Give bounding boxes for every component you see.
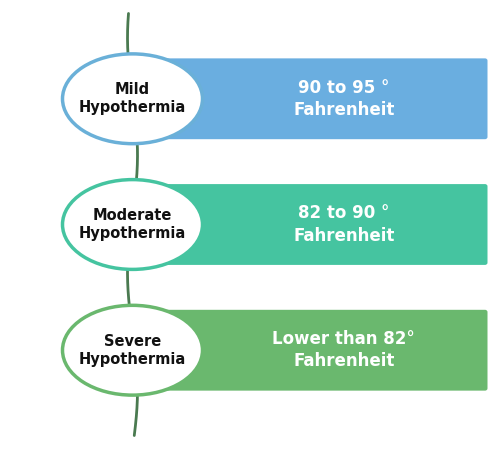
FancyBboxPatch shape bbox=[128, 310, 488, 391]
Text: Severe
Hypothermia: Severe Hypothermia bbox=[79, 334, 186, 367]
Text: Moderate
Hypothermia: Moderate Hypothermia bbox=[79, 208, 186, 241]
Ellipse shape bbox=[62, 180, 202, 269]
Text: Mild
Hypothermia: Mild Hypothermia bbox=[79, 82, 186, 115]
Text: Lower than 82°
Fahrenheit: Lower than 82° Fahrenheit bbox=[272, 330, 415, 370]
Ellipse shape bbox=[62, 305, 202, 395]
Text: 90 to 95 °
Fahrenheit: 90 to 95 ° Fahrenheit bbox=[293, 79, 394, 119]
FancyBboxPatch shape bbox=[128, 184, 488, 265]
Ellipse shape bbox=[62, 54, 202, 144]
FancyBboxPatch shape bbox=[128, 58, 488, 139]
Text: 82 to 90 °
Fahrenheit: 82 to 90 ° Fahrenheit bbox=[293, 204, 394, 245]
